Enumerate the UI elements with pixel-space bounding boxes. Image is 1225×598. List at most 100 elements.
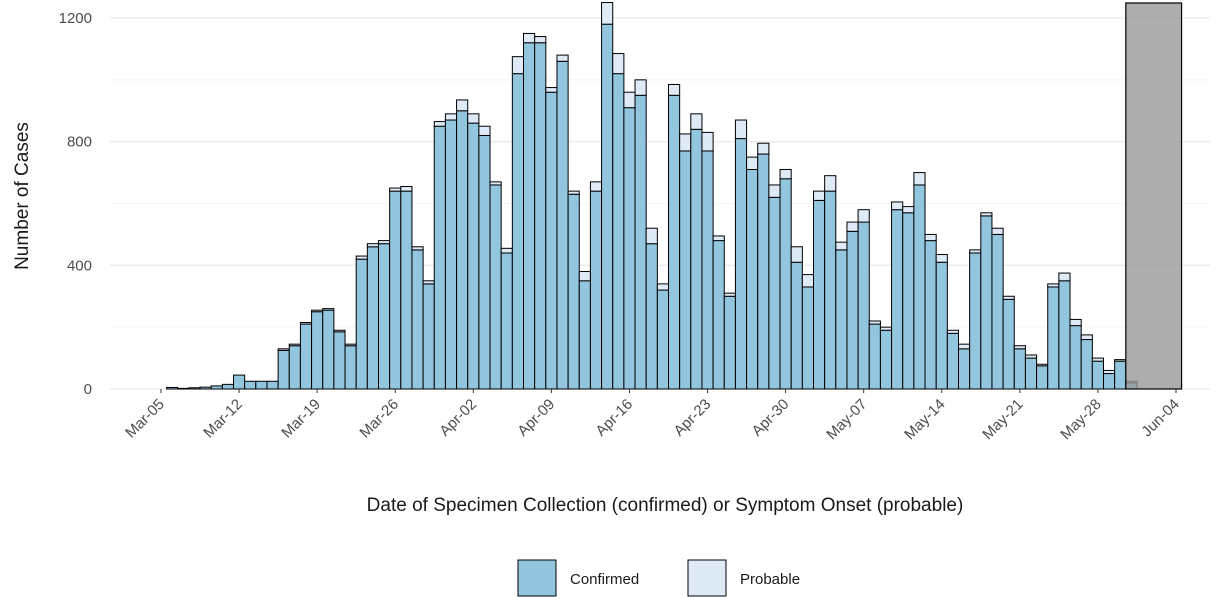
bar-probable <box>779 168 792 180</box>
y-tick-label: 1200 <box>59 10 92 27</box>
bar-probable <box>701 131 714 152</box>
bar-probable <box>801 274 814 288</box>
bar-probable <box>489 181 502 186</box>
bar-confirmed <box>177 387 190 390</box>
bar-probable <box>444 113 458 121</box>
x-tick-label: Mar-05 <box>122 396 168 442</box>
bar-confirmed <box>355 258 368 390</box>
bar-confirmed <box>489 184 502 390</box>
bar-confirmed <box>467 122 480 390</box>
bar-confirmed <box>701 150 714 390</box>
x-tick-label: May-07 <box>823 396 870 443</box>
bar-confirmed <box>924 240 937 390</box>
bar-probable <box>734 119 748 140</box>
bar-confirmed <box>366 246 380 390</box>
bar-probable <box>746 156 759 170</box>
legend: Confirmed Probable <box>517 559 800 597</box>
bar-confirmed <box>400 190 413 390</box>
bar-probable <box>935 254 948 263</box>
bar-probable <box>723 292 736 297</box>
y-axis-ticks: 0 400 800 1200 <box>59 10 92 398</box>
bar-confirmed <box>523 42 536 390</box>
legend-label-probable: Probable <box>740 571 800 588</box>
y-tick-label: 800 <box>67 134 92 151</box>
bar-probable <box>1047 283 1060 288</box>
bar-probable <box>757 142 770 155</box>
bar-probable <box>868 320 881 325</box>
bar-confirmed <box>534 42 547 390</box>
bar-confirmed <box>344 345 357 390</box>
bar-probable <box>433 121 446 127</box>
bar-probable <box>879 326 893 331</box>
bar-probable <box>534 36 547 44</box>
bar-confirmed <box>835 249 848 390</box>
bar-probable <box>813 190 826 201</box>
bar-confirmed <box>422 283 435 390</box>
bar-confirmed <box>1103 373 1116 390</box>
bar-probable <box>378 240 391 245</box>
bar-confirmed <box>411 249 424 390</box>
bar-probable <box>556 54 569 62</box>
x-tick-label: Apr-16 <box>592 396 636 440</box>
bar-confirmed <box>879 329 893 390</box>
x-tick-label: May-21 <box>979 396 1026 443</box>
bar-confirmed <box>645 243 658 390</box>
bar-probable <box>913 172 926 186</box>
x-tick-label: Mar-12 <box>200 396 246 442</box>
bar-confirmed <box>813 199 826 390</box>
bar-confirmed <box>790 261 803 390</box>
gridlines <box>110 17 1210 390</box>
legend-swatch-probable <box>687 559 727 597</box>
x-tick-label: May-28 <box>1057 396 1104 443</box>
bar-confirmed <box>556 60 569 390</box>
bar-probable <box>1013 345 1026 350</box>
bar-probable <box>634 79 647 96</box>
bar-probable <box>1069 318 1082 327</box>
bar-confirmed <box>255 380 268 390</box>
bar-confirmed <box>244 380 257 390</box>
bar-confirmed <box>846 230 859 390</box>
bar-probable <box>366 243 380 248</box>
bar-confirmed <box>456 110 469 390</box>
bar-probable <box>322 308 335 311</box>
bar-probable <box>623 91 636 109</box>
bar-probable <box>656 283 669 291</box>
bar-confirmed <box>902 212 915 390</box>
bar-probable <box>500 247 513 254</box>
bar-confirmed <box>980 215 993 390</box>
bar-probable <box>679 133 692 152</box>
bar-probable <box>1058 272 1071 282</box>
bar-confirmed <box>478 134 491 390</box>
bar-probable <box>355 255 368 260</box>
bar-confirmed <box>958 348 971 390</box>
bar-confirmed <box>757 153 770 390</box>
bar-confirmed <box>500 252 513 390</box>
bar-confirmed <box>1036 365 1049 390</box>
bar-confirmed <box>1002 298 1015 390</box>
bar-confirmed <box>779 178 792 390</box>
bar-confirmed <box>1047 286 1060 390</box>
bar-confirmed <box>969 252 982 390</box>
bar-probable <box>589 181 603 192</box>
bar-probable <box>400 185 413 192</box>
bar-confirmed <box>1069 325 1082 390</box>
bar-probable <box>790 246 803 263</box>
bar-confirmed <box>668 94 681 390</box>
x-tick-label: Apr-09 <box>514 396 558 440</box>
bar-probable <box>389 187 402 192</box>
bar-confirmed <box>288 345 301 390</box>
bar-probable <box>567 190 580 195</box>
bar-confirmed <box>946 332 959 390</box>
bar-confirmed <box>891 209 904 390</box>
bar-probable <box>1103 369 1116 375</box>
bar-confirmed <box>991 233 1004 390</box>
incomplete-data-shaded-region <box>1125 2 1183 390</box>
bar-probable <box>333 329 346 333</box>
bar-probable <box>511 56 524 75</box>
bar-confirmed <box>824 190 837 390</box>
bar-confirmed <box>299 323 313 390</box>
bar-confirmed <box>221 383 235 390</box>
x-axis-ticks: Mar-05 Mar-12 Mar-19 Mar-26 Apr-02 Apr-09 Apr-… <box>122 389 1183 443</box>
bar-probable <box>958 343 971 350</box>
bar-probable <box>924 233 937 242</box>
